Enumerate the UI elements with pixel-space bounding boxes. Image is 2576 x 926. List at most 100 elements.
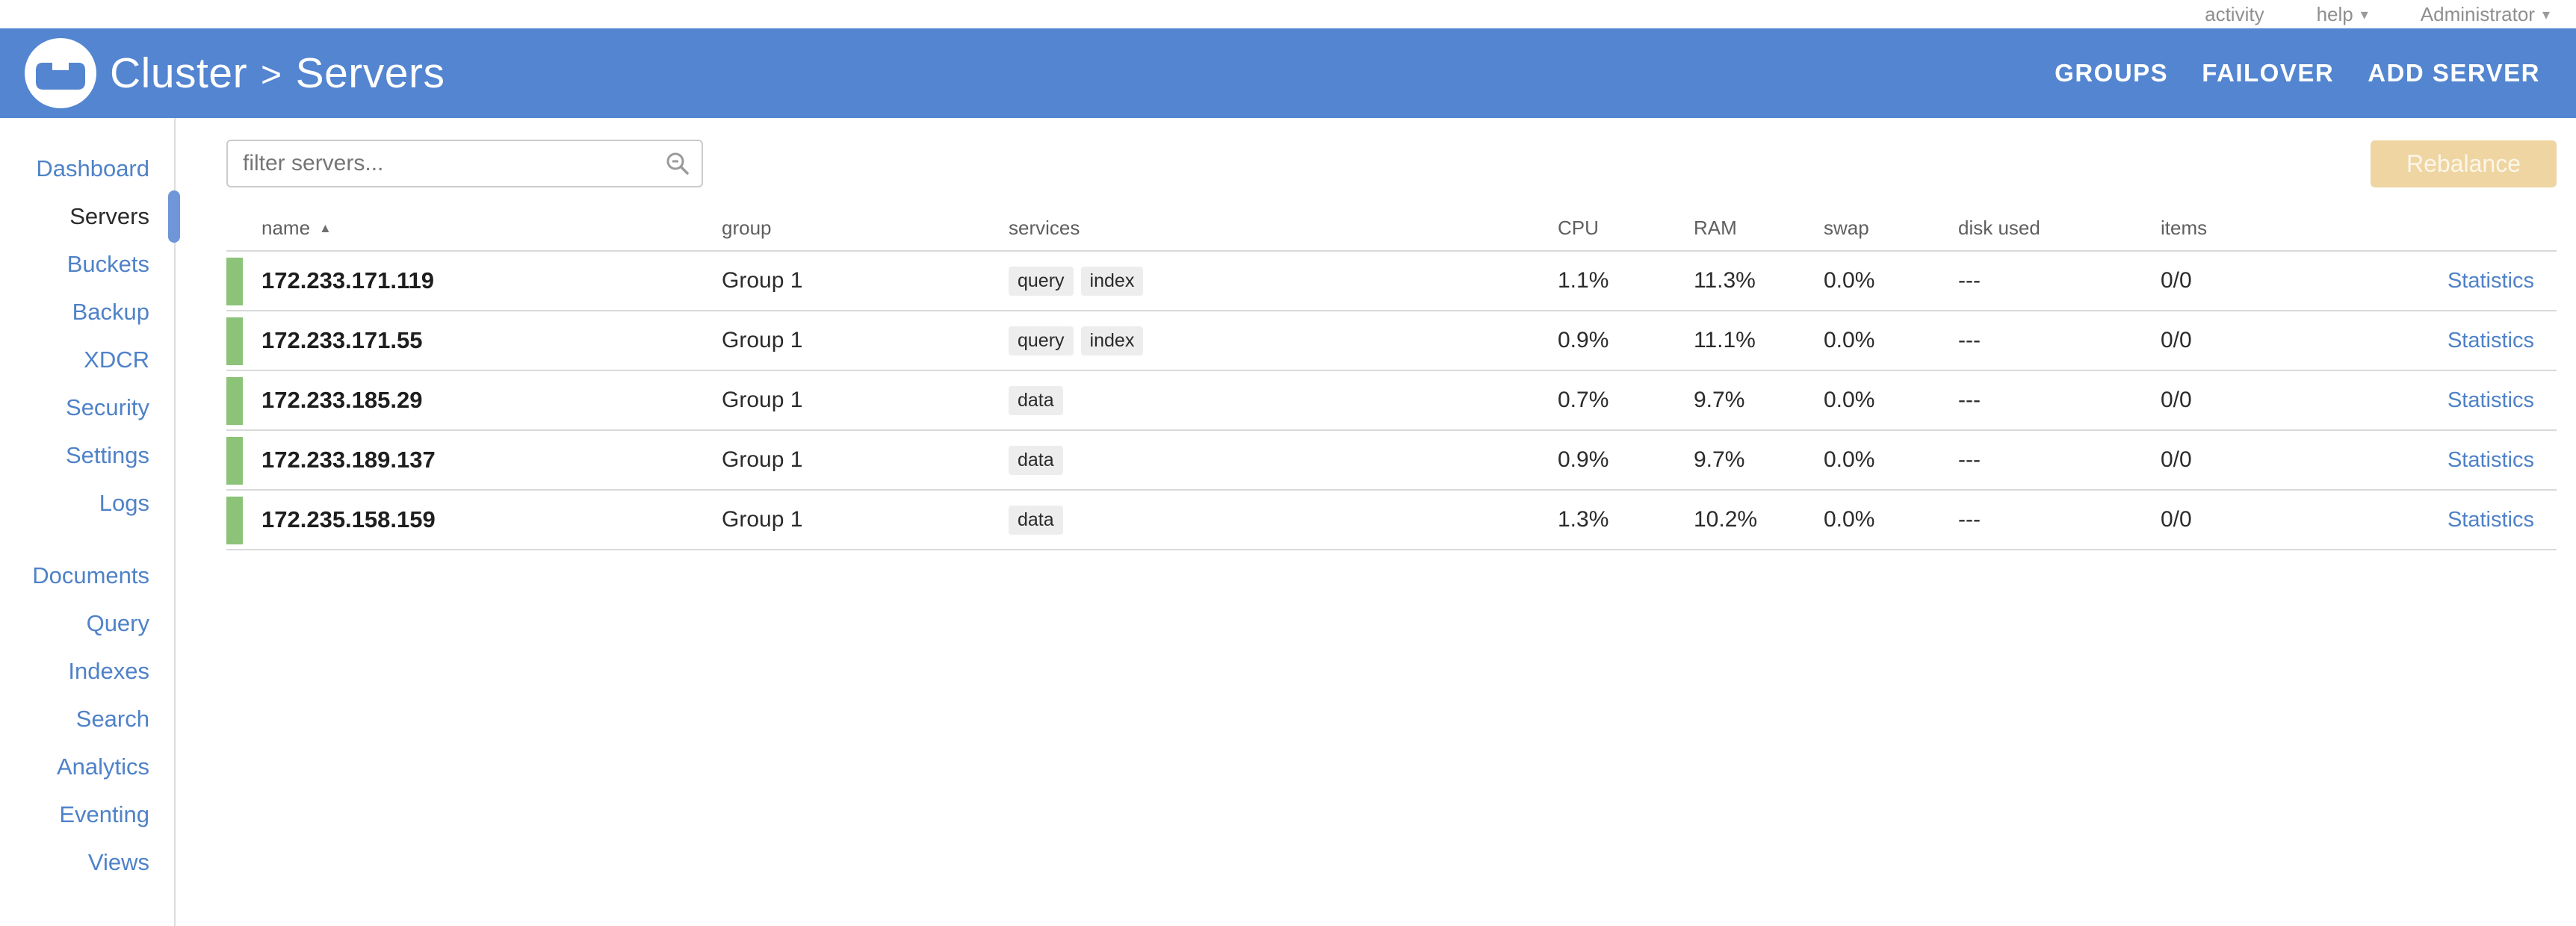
sidebar-item-settings[interactable]: Settings — [65, 442, 149, 468]
breadcrumb-separator: > — [261, 55, 282, 95]
server-group: Group 1 — [722, 388, 803, 412]
header-actions: GROUPS FAILOVER ADD SERVER — [2055, 59, 2540, 87]
sidebar-item-backup[interactable]: Backup — [72, 299, 149, 325]
table-row[interactable]: 172.233.171.119 Group 1 query index 1.1% … — [226, 250, 2557, 310]
service-badge: query — [1009, 326, 1074, 355]
active-nav-indicator — [168, 190, 180, 243]
server-swap: 0.0% — [1824, 388, 1875, 412]
help-label: help — [2316, 2, 2353, 25]
statistics-link[interactable]: Statistics — [2447, 508, 2534, 532]
sort-asc-icon: ▲ — [319, 220, 332, 235]
column-header-group[interactable]: group — [722, 217, 772, 239]
filter-wrap — [226, 140, 703, 187]
failover-button[interactable]: FAILOVER — [2202, 59, 2335, 87]
server-name: 172.233.171.55 — [226, 317, 722, 365]
column-header-swap[interactable]: swap — [1824, 217, 1869, 239]
server-services: data — [1009, 505, 1558, 535]
server-status-indicator — [226, 258, 243, 305]
service-badge: data — [1009, 385, 1063, 415]
statistics-link[interactable]: Statistics — [2447, 448, 2534, 472]
server-ram: 11.3% — [1694, 268, 1756, 293]
sidebar-item-indexes[interactable]: Indexes — [68, 658, 149, 684]
sidebar-item-dashboard[interactable]: Dashboard — [36, 155, 149, 181]
main-layout: Dashboard Servers Buckets Backup XDCR Securit… — [0, 118, 2576, 926]
help-menu[interactable]: help ▾ — [2317, 3, 2368, 26]
rebalance-button[interactable]: Rebalance — [2371, 140, 2557, 187]
server-group: Group 1 — [722, 328, 803, 352]
statistics-link[interactable]: Statistics — [2447, 269, 2534, 293]
caret-down-icon: ▾ — [2542, 6, 2550, 23]
sidebar-item-buckets[interactable]: Buckets — [66, 251, 149, 277]
user-label: Administrator — [2420, 2, 2535, 25]
sidebar-group: Dashboard Servers Buckets Backup XDCR Securit… — [0, 145, 180, 527]
server-cpu: 0.9% — [1558, 447, 1609, 472]
server-items: 0/0 — [2161, 388, 2192, 412]
server-cpu: 1.1% — [1558, 268, 1609, 293]
sidebar-item-xdcr[interactable]: XDCR — [84, 347, 149, 373]
column-header-cpu[interactable]: CPU — [1558, 217, 1599, 239]
utility-bar: activity help ▾ Administrator ▾ — [0, 0, 2576, 28]
service-badge: query — [1009, 266, 1074, 296]
caret-down-icon: ▾ — [2360, 6, 2368, 23]
server-services: data — [1009, 385, 1558, 415]
server-cpu: 0.9% — [1558, 328, 1609, 352]
column-header-services[interactable]: services — [1009, 217, 1080, 239]
user-menu[interactable]: Administrator ▾ — [2421, 3, 2550, 26]
server-group: Group 1 — [722, 447, 803, 472]
content-area: Rebalance name ▲ group services CPU RAM … — [176, 118, 2576, 926]
server-ram: 9.7% — [1694, 388, 1745, 412]
add-server-button[interactable]: ADD SERVER — [2368, 59, 2540, 87]
breadcrumb-page: Servers — [295, 49, 445, 97]
app-header: Cluster > Servers GROUPS FAILOVER ADD SE… — [0, 28, 2576, 118]
sidebar-item-search[interactable]: Search — [75, 706, 149, 732]
column-header-items[interactable]: items — [2161, 217, 2208, 239]
sidebar-item-analytics[interactable]: Analytics — [56, 753, 149, 780]
server-name: 172.233.185.29 — [226, 377, 722, 425]
server-items: 0/0 — [2161, 268, 2192, 293]
server-group: Group 1 — [722, 268, 803, 293]
server-items: 0/0 — [2161, 328, 2192, 352]
server-name: 172.233.171.119 — [226, 258, 722, 305]
server-rows: 172.233.171.119 Group 1 query index 1.1% … — [226, 250, 2557, 550]
table-row[interactable]: 172.233.185.29 Group 1 data 0.7% 9.7% 0.… — [226, 370, 2557, 429]
server-disk-used: --- — [1958, 328, 1981, 352]
table-row[interactable]: 172.233.171.55 Group 1 query index 0.9% 1… — [226, 310, 2557, 370]
server-swap: 0.0% — [1824, 268, 1875, 293]
table-row[interactable]: 172.235.158.159 Group 1 data 1.3% 10.2% … — [226, 489, 2557, 549]
statistics-link[interactable]: Statistics — [2447, 388, 2534, 412]
server-status-indicator — [226, 317, 243, 365]
server-ram: 10.2% — [1694, 507, 1758, 532]
statistics-link[interactable]: Statistics — [2447, 329, 2534, 352]
server-disk-used: --- — [1958, 507, 1981, 532]
groups-button[interactable]: GROUPS — [2055, 59, 2169, 87]
sidebar-nav: Dashboard Servers Buckets Backup XDCR Securit… — [0, 118, 180, 926]
service-badge: index — [1080, 326, 1144, 355]
server-status-indicator — [226, 377, 243, 425]
server-disk-used: --- — [1958, 388, 1981, 412]
filter-servers-input[interactable] — [226, 140, 703, 187]
sidebar-item-query[interactable]: Query — [86, 610, 149, 636]
server-cpu: 1.3% — [1558, 507, 1609, 532]
sidebar-item-security[interactable]: Security — [66, 394, 149, 420]
sidebar-item-documents[interactable]: Documents — [32, 562, 149, 588]
breadcrumb-cluster: Cluster — [110, 49, 248, 97]
server-name: 172.233.189.137 — [226, 437, 722, 485]
service-badge: index — [1080, 266, 1144, 296]
column-header-disk-used[interactable]: disk used — [1958, 217, 2040, 239]
server-ram: 9.7% — [1694, 447, 1745, 472]
activity-link[interactable]: activity — [2205, 3, 2264, 26]
service-badge: data — [1009, 445, 1063, 475]
server-services: query index — [1009, 266, 1558, 296]
search-icon — [666, 152, 689, 175]
server-status-indicator — [226, 497, 243, 544]
server-services: query index — [1009, 326, 1558, 355]
table-row[interactable]: 172.233.189.137 Group 1 data 0.9% 9.7% 0… — [226, 429, 2557, 489]
column-header-ram[interactable]: RAM — [1694, 217, 1737, 239]
server-services: data — [1009, 445, 1558, 475]
sidebar-item-servers[interactable]: Servers — [0, 190, 180, 243]
sidebar-item-logs[interactable]: Logs — [99, 490, 149, 516]
server-disk-used: --- — [1958, 447, 1981, 472]
sidebar-item-eventing[interactable]: Eventing — [59, 801, 149, 827]
sidebar-item-views[interactable]: Views — [87, 849, 149, 875]
column-header-name[interactable]: name ▲ — [261, 217, 332, 239]
